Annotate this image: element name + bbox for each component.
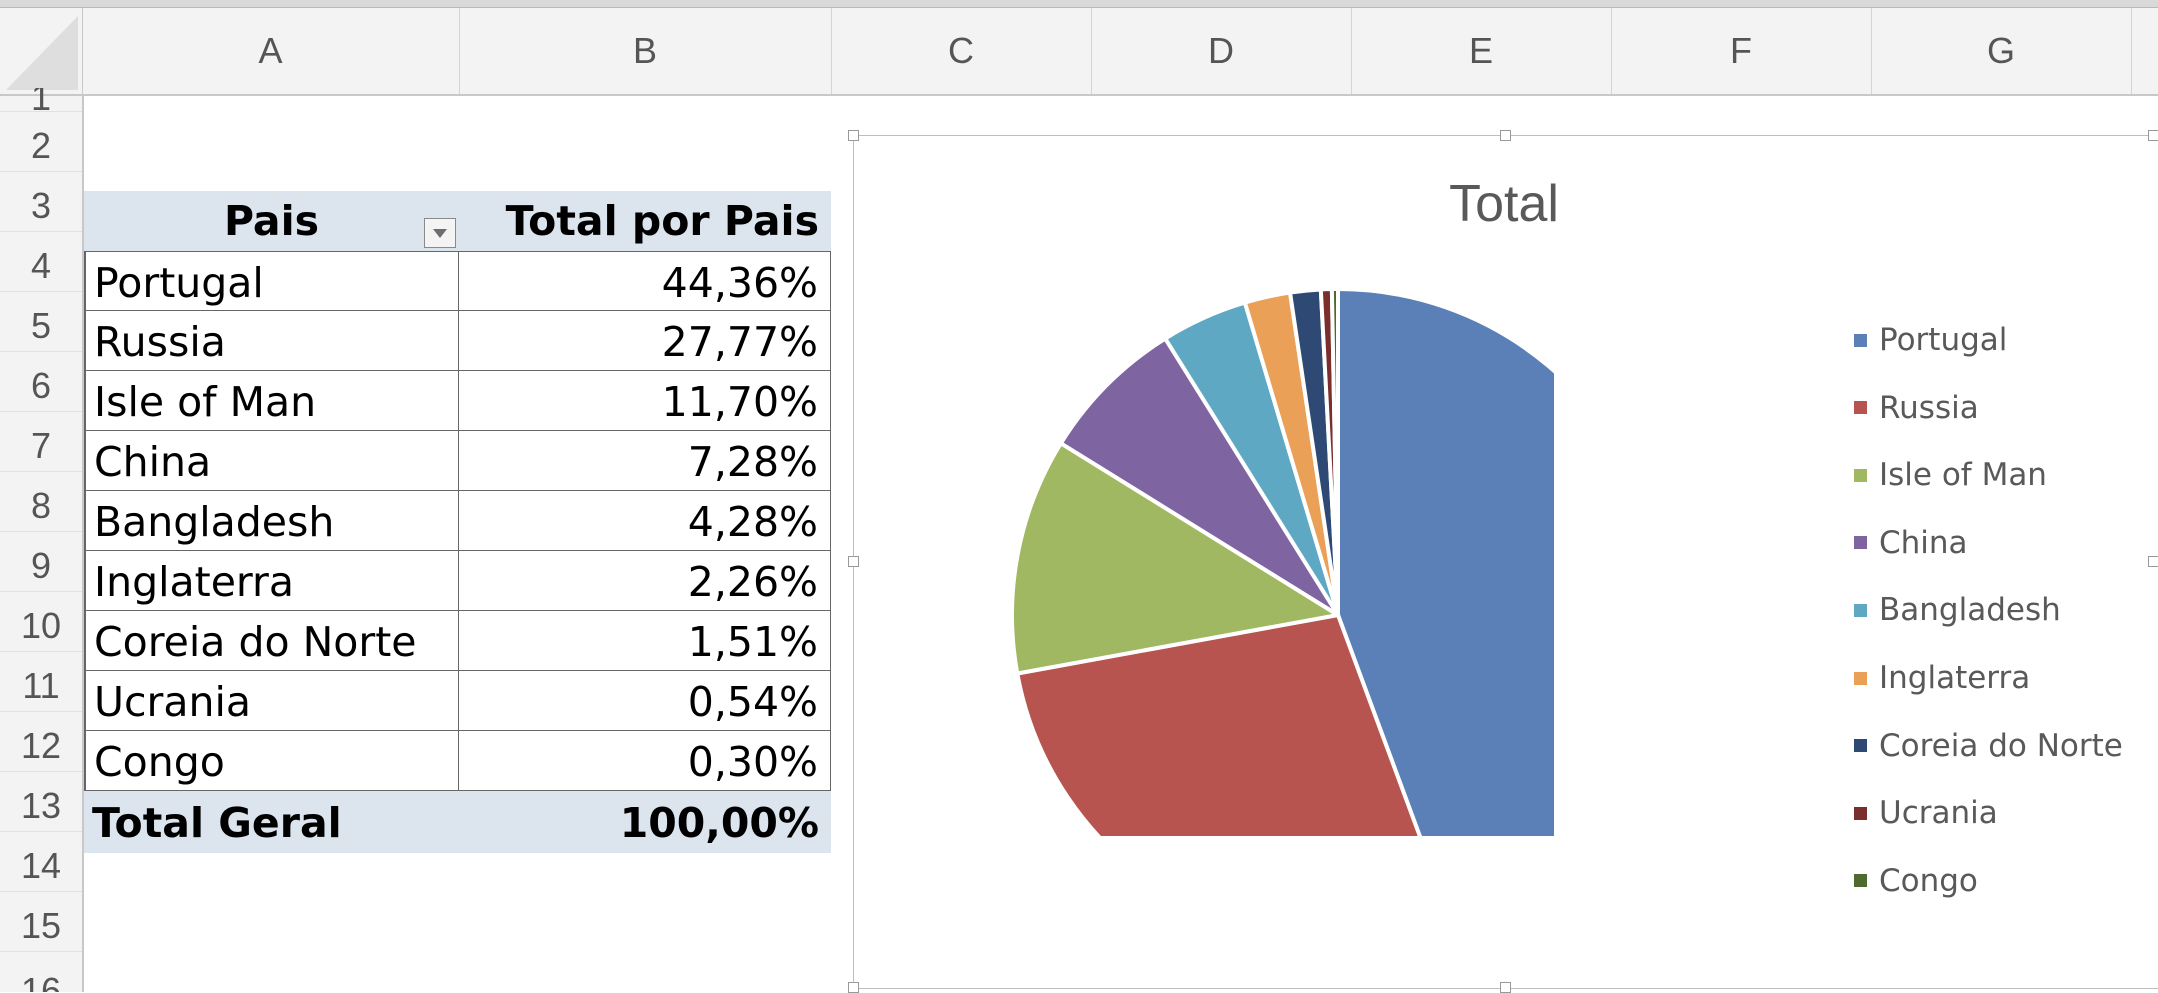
legend-label: Bangladesh (1879, 592, 2061, 629)
pivot-row-country[interactable]: China (84, 431, 459, 491)
legend-swatch (1854, 536, 1867, 550)
column-header-b[interactable]: B (459, 8, 832, 94)
chart-title[interactable]: Total (1449, 175, 1559, 233)
pivot-header-country-label: Pais (223, 197, 320, 245)
legend-label: Isle of Man (1879, 457, 2047, 494)
legend-swatch (1854, 739, 1867, 753)
column-header-e[interactable]: E (1351, 8, 1612, 94)
row-header-5[interactable]: 5 (0, 291, 82, 352)
pie-slice-russia[interactable] (1015, 613, 1451, 836)
pie-chart[interactable]: Total Portugal Russia Isle of Man China Bang… (848, 130, 2158, 993)
legend-swatch (1854, 603, 1867, 617)
pivot-grand-total-value[interactable]: 100,00% (459, 791, 831, 853)
row-header-1[interactable]: 1 (0, 88, 82, 112)
legend-item-congo[interactable]: Congo (1854, 861, 1978, 901)
pivot-header-total-label: Total por Pais (505, 197, 819, 245)
select-all-corner[interactable] (0, 8, 83, 94)
legend-label: China (1879, 524, 1968, 561)
row-header-4[interactable]: 4 (0, 231, 82, 292)
legend-label: Inglaterra (1879, 660, 2031, 696)
column-header-g[interactable]: G (1871, 8, 2132, 94)
pivot-row-country[interactable]: Inglaterra (84, 551, 459, 611)
chevron-down-icon (433, 229, 447, 238)
row-header-12[interactable]: 12 (0, 711, 82, 772)
pie-plot[interactable] (854, 136, 1554, 836)
column-header-f[interactable]: F (1611, 8, 1872, 94)
resize-handle-top[interactable] (1500, 130, 1511, 141)
pivot-row-total[interactable]: 4,28% (459, 491, 831, 551)
legend-item-china[interactable]: China (1854, 523, 1968, 563)
pivot-row-country[interactable]: Congo (84, 731, 459, 791)
row-header-6[interactable]: 6 (0, 351, 82, 412)
legend-label: Russia (1879, 389, 1979, 426)
column-header-bar: A B C D E F G (0, 8, 2158, 96)
resize-handle-top-right[interactable] (2148, 130, 2158, 141)
row-header-2[interactable]: 2 (0, 111, 82, 172)
legend-item-ucrania[interactable]: Ucrania (1854, 793, 1998, 833)
legend-label: Ucrania (1879, 795, 1998, 832)
pie-slice-isle-of-man[interactable] (1010, 441, 1340, 676)
pivot-row-total[interactable]: 11,70% (459, 371, 831, 431)
legend-label: Congo (1879, 862, 1978, 899)
filter-dropdown-button[interactable] (424, 218, 456, 248)
pivot-row-total[interactable]: 1,51% (459, 611, 831, 671)
pivot-row-total[interactable]: 0,30% (459, 731, 831, 791)
row-header-16[interactable]: 16 (20, 970, 62, 992)
pivot-row-total[interactable]: 2,26% (459, 551, 831, 611)
row-header-7[interactable]: 7 (0, 411, 82, 472)
pie-slice-china[interactable] (1058, 336, 1340, 617)
legend-item-russia[interactable]: Russia (1854, 388, 1979, 428)
legend-label: Portugal (1879, 322, 2008, 358)
legend-swatch (1854, 468, 1867, 482)
row-header-8[interactable]: 8 (0, 471, 82, 532)
legend-swatch (1854, 333, 1867, 347)
column-header-c[interactable]: C (831, 8, 1092, 94)
pivot-row-country[interactable]: Coreia do Norte (84, 611, 459, 671)
row-header-11[interactable]: 11 (0, 651, 82, 712)
resize-handle-bottom-left[interactable] (848, 982, 859, 993)
pie-slice-portugal[interactable] (1336, 287, 1554, 836)
pie-slice-congo[interactable] (1329, 287, 1340, 617)
window-top-border (0, 0, 2158, 8)
row-header-3[interactable]: 3 (0, 171, 82, 232)
legend-swatch (1854, 874, 1867, 888)
pivot-row-total[interactable]: 44,36% (459, 251, 831, 311)
resize-handle-bottom[interactable] (1500, 982, 1511, 993)
pivot-row-country[interactable]: Ucrania (84, 671, 459, 731)
row-header-9[interactable]: 9 (0, 531, 82, 592)
legend-item-bangladesh[interactable]: Bangladesh (1854, 590, 2061, 630)
pivot-row-total[interactable]: 7,28% (459, 431, 831, 491)
column-header-d[interactable]: D (1091, 8, 1352, 94)
legend-item-isle-of-man[interactable]: Isle of Man (1854, 455, 2047, 495)
resize-handle-left[interactable] (848, 556, 859, 567)
legend-label: Coreia do Norte (1879, 727, 2123, 764)
legend-item-portugal[interactable]: Portugal (1854, 320, 2007, 360)
pivot-row-country[interactable]: Isle of Man (84, 371, 459, 431)
legend-swatch (1854, 671, 1867, 685)
pivot-grand-total-label[interactable]: Total Geral (84, 791, 459, 853)
pivot-row-total[interactable]: 0,54% (459, 671, 831, 731)
row-header-13[interactable]: 13 (0, 771, 82, 832)
column-header-a[interactable]: A (82, 8, 460, 94)
pivot-row-country[interactable]: Bangladesh (84, 491, 459, 551)
pivot-header-country[interactable]: Pais (84, 191, 459, 251)
row-header-14[interactable]: 14 (0, 831, 82, 892)
pivot-row-country[interactable]: Portugal (84, 251, 459, 311)
legend-swatch (1854, 806, 1867, 820)
legend-item-inglaterra[interactable]: Inglaterra (1854, 658, 2030, 698)
resize-handle-right[interactable] (2148, 556, 2158, 567)
pivot-row-country[interactable]: Russia (84, 311, 459, 371)
pivot-header-total[interactable]: Total por Pais (459, 191, 831, 251)
row-header-10[interactable]: 10 (0, 591, 82, 652)
row-header-15[interactable]: 15 (0, 891, 82, 952)
resize-handle-top-left[interactable] (848, 130, 859, 141)
pivot-row-total[interactable]: 27,77% (459, 311, 831, 371)
legend-item-coreia-do-norte[interactable]: Coreia do Norte (1854, 726, 2123, 766)
row-header-bar: 1 2 3 4 5 6 7 8 9 10 11 12 13 14 15 16 (0, 88, 84, 992)
legend-swatch (1854, 401, 1867, 415)
